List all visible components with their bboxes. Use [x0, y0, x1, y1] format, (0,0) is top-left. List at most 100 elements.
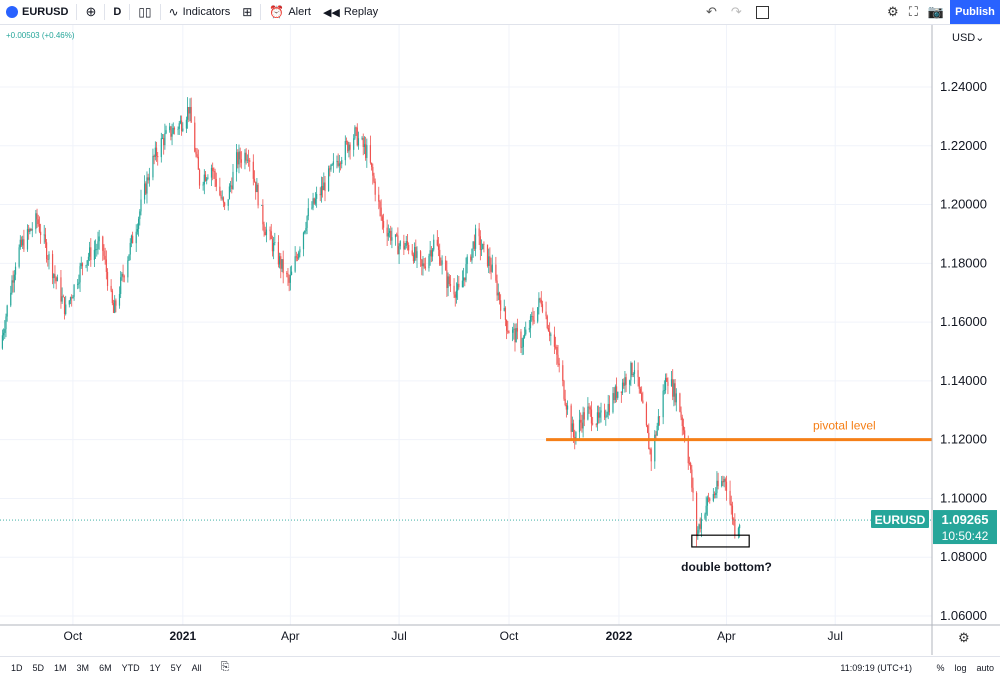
candle-body [2, 332, 5, 336]
templates-button[interactable]: ⊞ [236, 0, 258, 24]
candle-body [404, 245, 406, 250]
candle-body [675, 393, 677, 403]
candle-body [575, 432, 577, 440]
indicators-icon: ∿ [168, 5, 179, 19]
candle-body [281, 259, 283, 269]
candle-body [457, 283, 459, 291]
percent-toggle[interactable]: % [936, 662, 945, 673]
symbol-search[interactable]: EURUSD [0, 0, 74, 24]
candle-body [60, 277, 62, 302]
y-tick-label: 1.16000 [940, 314, 987, 329]
indicators-label: Indicators [182, 6, 231, 18]
currency-selector[interactable]: USD⌄ [950, 31, 987, 44]
interval-button[interactable]: D [107, 0, 127, 24]
candle-body [399, 241, 401, 247]
log-toggle[interactable]: log [954, 662, 967, 673]
candle-body [344, 141, 346, 161]
price-chart[interactable]: pivotal level double bottom? EURUSD 1.09265… [0, 25, 1000, 655]
candle-body [102, 236, 104, 251]
scale-options: % log auto [936, 657, 994, 678]
candle-body [696, 492, 698, 537]
alert-button[interactable]: ⏰ Alert [263, 0, 317, 24]
chart-type-button[interactable]: ▯▯ [132, 0, 157, 24]
candle-body [503, 307, 505, 311]
candle-body [397, 235, 399, 255]
candle-body [445, 260, 447, 271]
range-button-3m[interactable]: 3M [76, 662, 90, 673]
publish-button[interactable]: Publish [950, 0, 1000, 24]
layout-square-icon[interactable] [755, 5, 769, 19]
undo-icon[interactable]: ↶ [706, 4, 717, 19]
symbol-label: EURUSD [22, 6, 69, 18]
camera-icon[interactable]: 📷 [927, 4, 944, 19]
y-tick-label: 1.12000 [940, 432, 987, 447]
candle-body [188, 107, 190, 114]
candle-body [390, 230, 392, 241]
compare-button[interactable]: ⊕ [79, 0, 102, 24]
candle-body [490, 265, 492, 272]
candle-body [56, 277, 58, 282]
candle-body [81, 263, 84, 267]
auto-toggle[interactable]: auto [976, 662, 994, 673]
candle-body [295, 256, 297, 258]
candle-body [289, 274, 291, 283]
candle-body [140, 199, 142, 212]
range-button-6m[interactable]: 6M [99, 662, 112, 673]
candle-body [713, 493, 716, 495]
candle-body [373, 175, 375, 182]
candle-body [257, 184, 259, 206]
candle-body [55, 277, 57, 282]
candle-body [706, 497, 708, 506]
candle-body [412, 254, 415, 262]
range-button-1m[interactable]: 1M [54, 662, 67, 673]
candle-body [396, 234, 398, 236]
symbol-tag-label: EURUSD [875, 513, 926, 527]
candle-body [521, 346, 523, 348]
range-button-all[interactable]: All [191, 662, 202, 673]
fullscreen-icon[interactable]: ⛶ [908, 4, 918, 19]
candle-body [500, 300, 502, 311]
candle-body [440, 264, 442, 266]
candle-body [138, 219, 140, 230]
calendar-range-icon[interactable]: ⎘ [220, 661, 230, 673]
candle-body [647, 425, 649, 433]
candle-body [296, 257, 299, 259]
rewind-icon: ◀◀ [322, 6, 340, 19]
range-button-ytd[interactable]: YTD [121, 662, 140, 673]
candle-body [353, 138, 355, 150]
candle-body [520, 331, 522, 348]
candle-body [600, 410, 602, 413]
redo-icon[interactable]: ↷ [730, 4, 742, 19]
gear-icon[interactable]: ⚙ [887, 4, 899, 19]
axis-settings-gear-icon[interactable]: ⚙ [958, 630, 970, 645]
candle-body [69, 297, 72, 301]
candle-body [607, 403, 609, 415]
candle-body [564, 398, 566, 405]
candle-body [97, 241, 99, 249]
candle-body [139, 211, 141, 220]
candle-body [252, 161, 254, 179]
replay-button[interactable]: ◀◀ Replay [317, 0, 384, 24]
candle-body [656, 425, 658, 436]
candle-body [555, 346, 557, 348]
candle-body [170, 126, 172, 137]
candle-body [673, 383, 675, 397]
x-tick-label: Jul [828, 629, 843, 643]
indicators-button[interactable]: ∿ Indicators [163, 0, 237, 24]
candle-body [356, 127, 358, 146]
candle-body [547, 328, 550, 332]
range-button-5y[interactable]: 5Y [170, 662, 182, 673]
candle-body [380, 207, 382, 217]
plus-circle-icon: ⊕ [85, 4, 97, 19]
candle-body [598, 412, 600, 418]
candle-body [491, 264, 493, 272]
range-button-1y[interactable]: 1Y [149, 662, 161, 673]
candle-body [734, 519, 736, 536]
candle-body [508, 332, 510, 334]
candle-body [306, 216, 308, 228]
candle-body [372, 167, 374, 176]
candle-body [35, 213, 37, 230]
candle-body [531, 316, 533, 317]
range-button-5d[interactable]: 5D [32, 662, 45, 673]
range-button-1d[interactable]: 1D [11, 662, 23, 673]
